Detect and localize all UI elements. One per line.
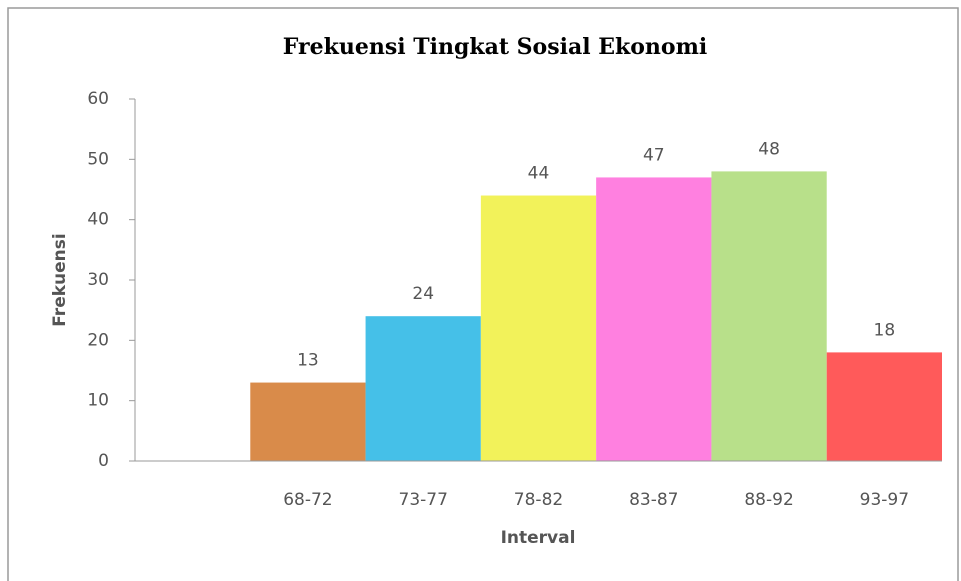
data-label: 13 — [297, 351, 319, 371]
x-tick-label: 88-92 — [744, 490, 793, 510]
y-tick-label: 0 — [98, 451, 109, 471]
chart-title: Frekuensi Tingkat Sosial Ekonomi — [283, 34, 707, 60]
x-tick-label: 83-87 — [629, 490, 678, 510]
data-label: 47 — [643, 145, 665, 165]
data-label: 48 — [758, 139, 780, 159]
bar — [365, 316, 481, 461]
y-tick-label: 30 — [87, 270, 109, 290]
y-tick-label: 40 — [87, 210, 109, 230]
y-axis-title: Frekuensi — [50, 233, 70, 326]
x-axis-title: Interval — [501, 528, 576, 548]
data-label: 24 — [412, 284, 434, 304]
x-tick-label: 68-72 — [283, 490, 332, 510]
y-tick-label: 60 — [87, 89, 109, 109]
data-label: 44 — [528, 164, 550, 184]
y-tick-label: 10 — [87, 391, 109, 411]
bar — [250, 382, 366, 461]
x-tick-label: 93-97 — [860, 490, 909, 510]
bar — [480, 195, 597, 462]
bar — [711, 171, 827, 461]
y-tick-label: 50 — [87, 149, 109, 169]
bar — [826, 352, 942, 461]
x-tick-label: 73-77 — [399, 490, 448, 510]
y-tick-label: 20 — [87, 330, 109, 350]
data-label: 18 — [874, 320, 896, 340]
bar — [596, 177, 712, 461]
x-tick-label: 78-82 — [514, 490, 563, 510]
